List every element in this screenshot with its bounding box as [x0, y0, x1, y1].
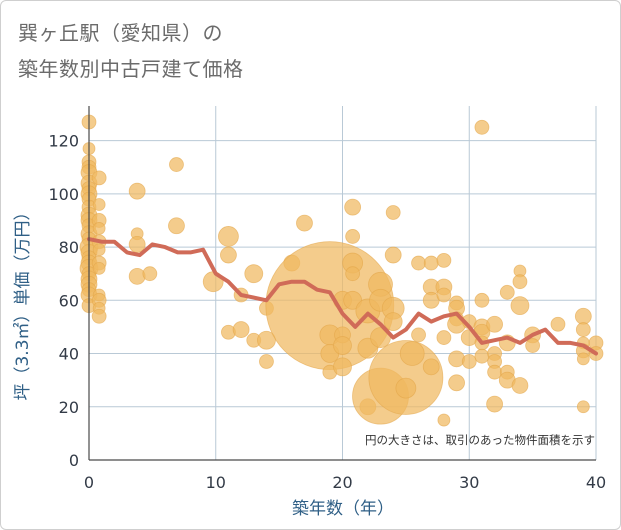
data-bubble [448, 350, 465, 368]
data-bubble [574, 307, 592, 325]
data-bubble [486, 315, 504, 333]
data-bubble [92, 222, 106, 235]
trend-line-series [87, 237, 598, 356]
data-bubble [436, 330, 452, 345]
data-bubble [218, 226, 239, 247]
data-bubble [128, 236, 146, 253]
bubble-size-annotation: 円の大きさは、取引のあった物件面積を示す [365, 433, 595, 447]
x-tick-label: 30 [459, 473, 479, 492]
data-bubble [576, 400, 590, 414]
data-bubble [411, 327, 426, 343]
data-bubble [232, 321, 250, 338]
data-bubble [411, 255, 426, 271]
y-tick-label: 60 [59, 291, 79, 310]
data-bubble [512, 274, 528, 290]
y-tick-label: 80 [59, 238, 79, 257]
chart-title-line-2: 築年数別中古戸建て価格 [18, 57, 244, 81]
data-bubble [499, 284, 515, 300]
data-bubble [385, 205, 401, 220]
data-bubble [368, 340, 444, 415]
data-bubble [92, 261, 106, 275]
data-bubble [422, 358, 440, 376]
y-tick-label: 100 [48, 185, 79, 204]
data-bubble [244, 264, 264, 284]
data-bubble [437, 413, 451, 427]
data-bubble [92, 198, 106, 211]
chart-title-line-1: 巽ヶ丘駅（愛知県）の [18, 21, 223, 45]
data-bubble [345, 266, 361, 282]
data-bubble [486, 395, 504, 413]
x-tick-label: 40 [586, 473, 606, 492]
bubble-series [79, 114, 604, 427]
data-bubble [436, 252, 452, 268]
y-axis-label: 坪（3.3㎡）単価（万円） [13, 203, 33, 400]
data-bubble [511, 377, 529, 394]
data-bubble [448, 374, 465, 392]
data-bubble [575, 322, 591, 337]
x-tick-label: 0 [84, 473, 94, 492]
data-bubble [474, 292, 490, 308]
data-bubble [91, 170, 107, 186]
y-tick-label: 0 [69, 451, 79, 470]
data-bubble [384, 246, 402, 264]
data-bubble [169, 157, 184, 172]
data-bubble [344, 198, 362, 216]
data-bubble [550, 316, 566, 332]
data-bubble [510, 296, 530, 316]
data-bubble [525, 338, 541, 353]
data-bubble [395, 377, 417, 399]
data-bubble [142, 266, 158, 282]
data-bubble [257, 330, 276, 350]
data-bubble [333, 336, 352, 355]
data-bubble [296, 214, 313, 232]
data-bubble [333, 357, 352, 377]
data-bubble [128, 182, 146, 200]
data-bubble [436, 287, 452, 303]
axes [88, 106, 596, 461]
data-bubble [91, 308, 107, 324]
data-bubble [461, 354, 477, 369]
data-bubble [383, 312, 403, 331]
data-bubble [423, 255, 439, 271]
y-tick-label: 20 [59, 398, 79, 417]
data-bubble [259, 354, 274, 369]
data-bubble [128, 267, 146, 285]
data-bubble [92, 243, 106, 257]
data-bubble [168, 217, 185, 235]
x-tick-label: 20 [332, 473, 352, 492]
average-price-line [87, 237, 598, 356]
data-bubble [474, 119, 490, 135]
data-bubble [474, 348, 490, 364]
x-tick-label: 10 [206, 473, 226, 492]
x-axis-label: 築年数（年） [292, 499, 394, 519]
data-bubble [576, 352, 590, 366]
data-bubble [399, 341, 425, 366]
data-bubble [220, 246, 237, 264]
y-tick-label: 40 [59, 345, 79, 364]
data-bubble [345, 229, 361, 244]
tick-labels: 0 10 20 30 40 0 20 40 60 80 100 120 [48, 132, 606, 492]
y-tick-label: 120 [48, 132, 79, 151]
